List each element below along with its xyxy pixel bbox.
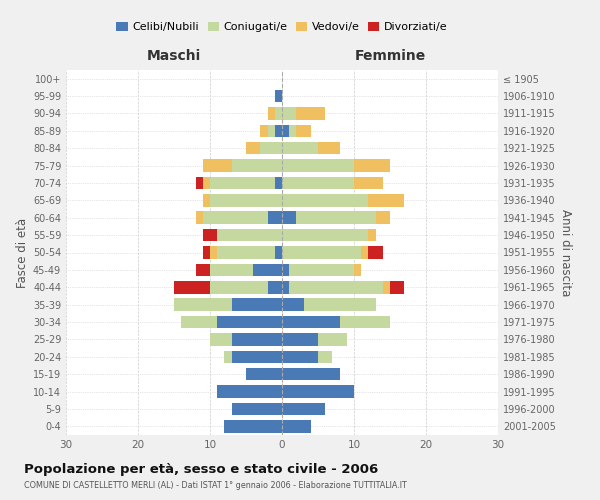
Bar bbox=[282, 124, 289, 137]
Text: Maschi: Maschi bbox=[147, 49, 201, 63]
Bar bbox=[282, 229, 368, 241]
Bar bbox=[203, 212, 268, 224]
Bar bbox=[181, 316, 217, 328]
Bar bbox=[203, 229, 217, 241]
Bar bbox=[174, 281, 210, 293]
Bar bbox=[340, 316, 390, 328]
Bar bbox=[282, 281, 289, 293]
Bar bbox=[289, 281, 383, 293]
Bar bbox=[275, 90, 282, 102]
Bar bbox=[203, 160, 232, 172]
Bar bbox=[196, 176, 203, 189]
Bar bbox=[368, 229, 376, 241]
Bar bbox=[275, 246, 282, 259]
Bar bbox=[210, 333, 232, 345]
Bar bbox=[203, 194, 210, 206]
Bar bbox=[282, 333, 318, 345]
Bar bbox=[282, 298, 304, 311]
Text: COMUNE DI CASTELLETTO MERLI (AL) - Dati ISTAT 1° gennaio 2006 - Elaborazione TUT: COMUNE DI CASTELLETTO MERLI (AL) - Dati … bbox=[24, 481, 407, 490]
Bar bbox=[282, 194, 368, 206]
Bar bbox=[217, 386, 282, 398]
Bar bbox=[289, 264, 354, 276]
Bar bbox=[275, 176, 282, 189]
Bar bbox=[203, 176, 210, 189]
Bar bbox=[282, 350, 318, 363]
Bar bbox=[282, 386, 354, 398]
Bar bbox=[210, 264, 253, 276]
Bar bbox=[296, 124, 311, 137]
Bar bbox=[232, 160, 282, 172]
Bar bbox=[196, 264, 210, 276]
Bar bbox=[282, 160, 354, 172]
Bar bbox=[282, 368, 340, 380]
Bar bbox=[368, 246, 383, 259]
Text: Popolazione per età, sesso e stato civile - 2006: Popolazione per età, sesso e stato civil… bbox=[24, 462, 378, 475]
Bar bbox=[354, 160, 390, 172]
Bar bbox=[282, 402, 325, 415]
Bar bbox=[296, 212, 376, 224]
Bar bbox=[210, 246, 217, 259]
Bar bbox=[383, 281, 390, 293]
Text: Femmine: Femmine bbox=[355, 49, 425, 63]
Bar bbox=[354, 264, 361, 276]
Bar bbox=[282, 142, 318, 154]
Bar bbox=[282, 264, 289, 276]
Bar bbox=[304, 298, 376, 311]
Bar bbox=[268, 212, 282, 224]
Bar bbox=[296, 107, 325, 120]
Bar bbox=[368, 194, 404, 206]
Bar bbox=[232, 333, 282, 345]
Bar bbox=[246, 368, 282, 380]
Bar bbox=[260, 142, 282, 154]
Bar bbox=[282, 176, 354, 189]
Bar bbox=[217, 246, 275, 259]
Bar bbox=[217, 229, 282, 241]
Bar bbox=[282, 212, 296, 224]
Bar bbox=[224, 420, 282, 432]
Bar bbox=[318, 333, 347, 345]
Bar bbox=[390, 281, 404, 293]
Bar bbox=[210, 176, 275, 189]
Bar bbox=[196, 212, 203, 224]
Bar bbox=[282, 107, 296, 120]
Bar bbox=[318, 142, 340, 154]
Y-axis label: Fasce di età: Fasce di età bbox=[16, 218, 29, 288]
Bar bbox=[282, 246, 361, 259]
Bar bbox=[361, 246, 368, 259]
Bar bbox=[217, 316, 282, 328]
Bar bbox=[203, 246, 210, 259]
Bar bbox=[354, 176, 383, 189]
Bar bbox=[232, 350, 282, 363]
Bar bbox=[246, 142, 260, 154]
Bar bbox=[174, 298, 232, 311]
Bar bbox=[210, 281, 268, 293]
Bar bbox=[224, 350, 232, 363]
Bar bbox=[268, 281, 282, 293]
Bar bbox=[282, 316, 340, 328]
Bar bbox=[289, 124, 296, 137]
Bar bbox=[275, 107, 282, 120]
Bar bbox=[253, 264, 282, 276]
Bar bbox=[275, 124, 282, 137]
Bar bbox=[268, 124, 275, 137]
Bar bbox=[232, 298, 282, 311]
Bar bbox=[282, 420, 311, 432]
Bar bbox=[318, 350, 332, 363]
Bar bbox=[232, 402, 282, 415]
Bar bbox=[260, 124, 268, 137]
Bar bbox=[376, 212, 390, 224]
Bar bbox=[210, 194, 282, 206]
Y-axis label: Anni di nascita: Anni di nascita bbox=[559, 209, 572, 296]
Legend: Celibi/Nubili, Coniugati/e, Vedovi/e, Divorziati/e: Celibi/Nubili, Coniugati/e, Vedovi/e, Di… bbox=[112, 17, 452, 36]
Bar bbox=[268, 107, 275, 120]
